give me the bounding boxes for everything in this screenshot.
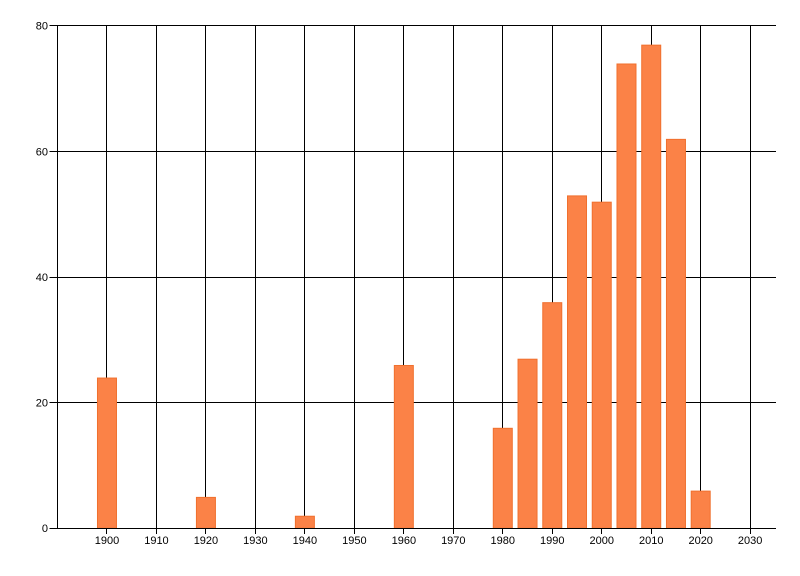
- bar-2020: [690, 490, 711, 529]
- bar-2000: [591, 201, 612, 529]
- x-tick-label-2010: 2010: [639, 535, 663, 547]
- bar-1940: [294, 515, 315, 529]
- x-tick-label-1940: 1940: [293, 535, 317, 547]
- bar-2005: [616, 63, 637, 529]
- bar-1985: [517, 358, 538, 529]
- bar-1900: [96, 377, 117, 529]
- bar-2015: [665, 138, 686, 529]
- x-tick-label-1900: 1900: [95, 535, 119, 547]
- x-tick-label-2000: 2000: [590, 535, 614, 547]
- bar-1980: [492, 427, 513, 529]
- y-tick-label-60: 60: [36, 146, 48, 158]
- x-tick-label-1980: 1980: [491, 535, 515, 547]
- y-tick-label-0: 0: [42, 523, 48, 535]
- bar-1960: [393, 364, 414, 529]
- bar-1920: [195, 496, 216, 529]
- x-tick-label-2030: 2030: [738, 535, 762, 547]
- x-tick-label-1920: 1920: [194, 535, 218, 547]
- y-tick-label-80: 80: [36, 21, 48, 33]
- y-tick-label-40: 40: [36, 272, 48, 284]
- x-tick-label-1950: 1950: [342, 535, 366, 547]
- y-tick-label-20: 20: [36, 398, 48, 410]
- x-tick-label-1910: 1910: [144, 535, 168, 547]
- bar-1990: [542, 302, 563, 529]
- x-tick-label-1990: 1990: [540, 535, 564, 547]
- bar-2010: [641, 44, 662, 529]
- x-tick-label-1960: 1960: [392, 535, 416, 547]
- bar-1995: [567, 195, 588, 529]
- x-tick-label-2020: 2020: [688, 535, 712, 547]
- x-tick-label-1970: 1970: [441, 535, 465, 547]
- x-tick-label-1930: 1930: [243, 535, 267, 547]
